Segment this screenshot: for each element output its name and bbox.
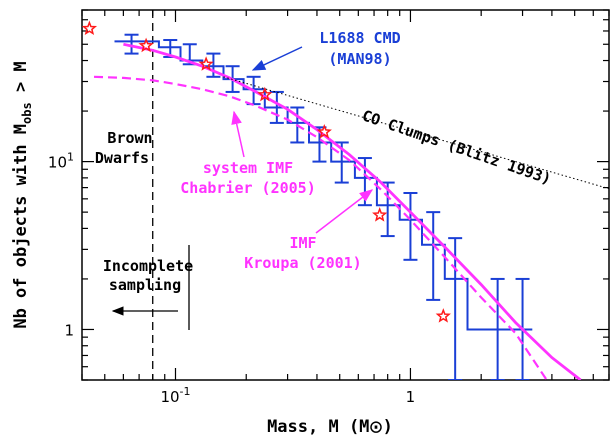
star-marker (257, 86, 273, 102)
brown-dwarfs-label-2: Dwarfs (95, 149, 149, 167)
y-axis-title: Nb of objects with Mobs > M (11, 61, 34, 328)
plot-frame (81, 9, 610, 381)
star-marker (435, 308, 451, 323)
star-marker (316, 123, 332, 139)
chabrier-arrow (231, 110, 245, 158)
series-layer (82, 10, 609, 380)
y-tick-label: 1 (64, 321, 74, 339)
axis-ticks: 10-1 1 1 101 (48, 9, 610, 406)
co-clumps-blitz-1993-curve (223, 76, 609, 190)
chabrier-label-2: Chabrier (2005) (180, 179, 315, 197)
incomplete-label-2: sampling (109, 276, 181, 294)
star-marker (198, 56, 214, 71)
chabrier-label-1: system IMF (203, 159, 293, 177)
l1688-label-2: (MAN98) (328, 50, 391, 68)
l1688-arrow (251, 46, 303, 71)
y-tick-label: 101 (48, 151, 74, 172)
kroupa-label-1: IMF (289, 234, 316, 252)
x-tick-label: 1 (406, 388, 416, 406)
brown-dwarfs-label-1: Brown (107, 129, 152, 147)
imf-kroupa-2001-curve (123, 42, 582, 380)
l1688-label-1: L1688 CMD (319, 29, 400, 47)
kroupa-label-2: Kroupa (2001) (244, 254, 361, 272)
star-marker (82, 20, 98, 36)
star-marker (372, 207, 388, 222)
incomplete-label-1: Incomplete (103, 257, 193, 275)
x-axis-title: Mass, M (M⊙) (267, 415, 393, 439)
system-imf-chabrier-2005-curve (93, 75, 548, 380)
kroupa-arrow (315, 189, 374, 234)
co-clumps-label: CO Clumps (Blitz 1993) (360, 106, 554, 188)
x-tick-label: 10-1 (160, 385, 190, 406)
star-marker (138, 37, 154, 53)
